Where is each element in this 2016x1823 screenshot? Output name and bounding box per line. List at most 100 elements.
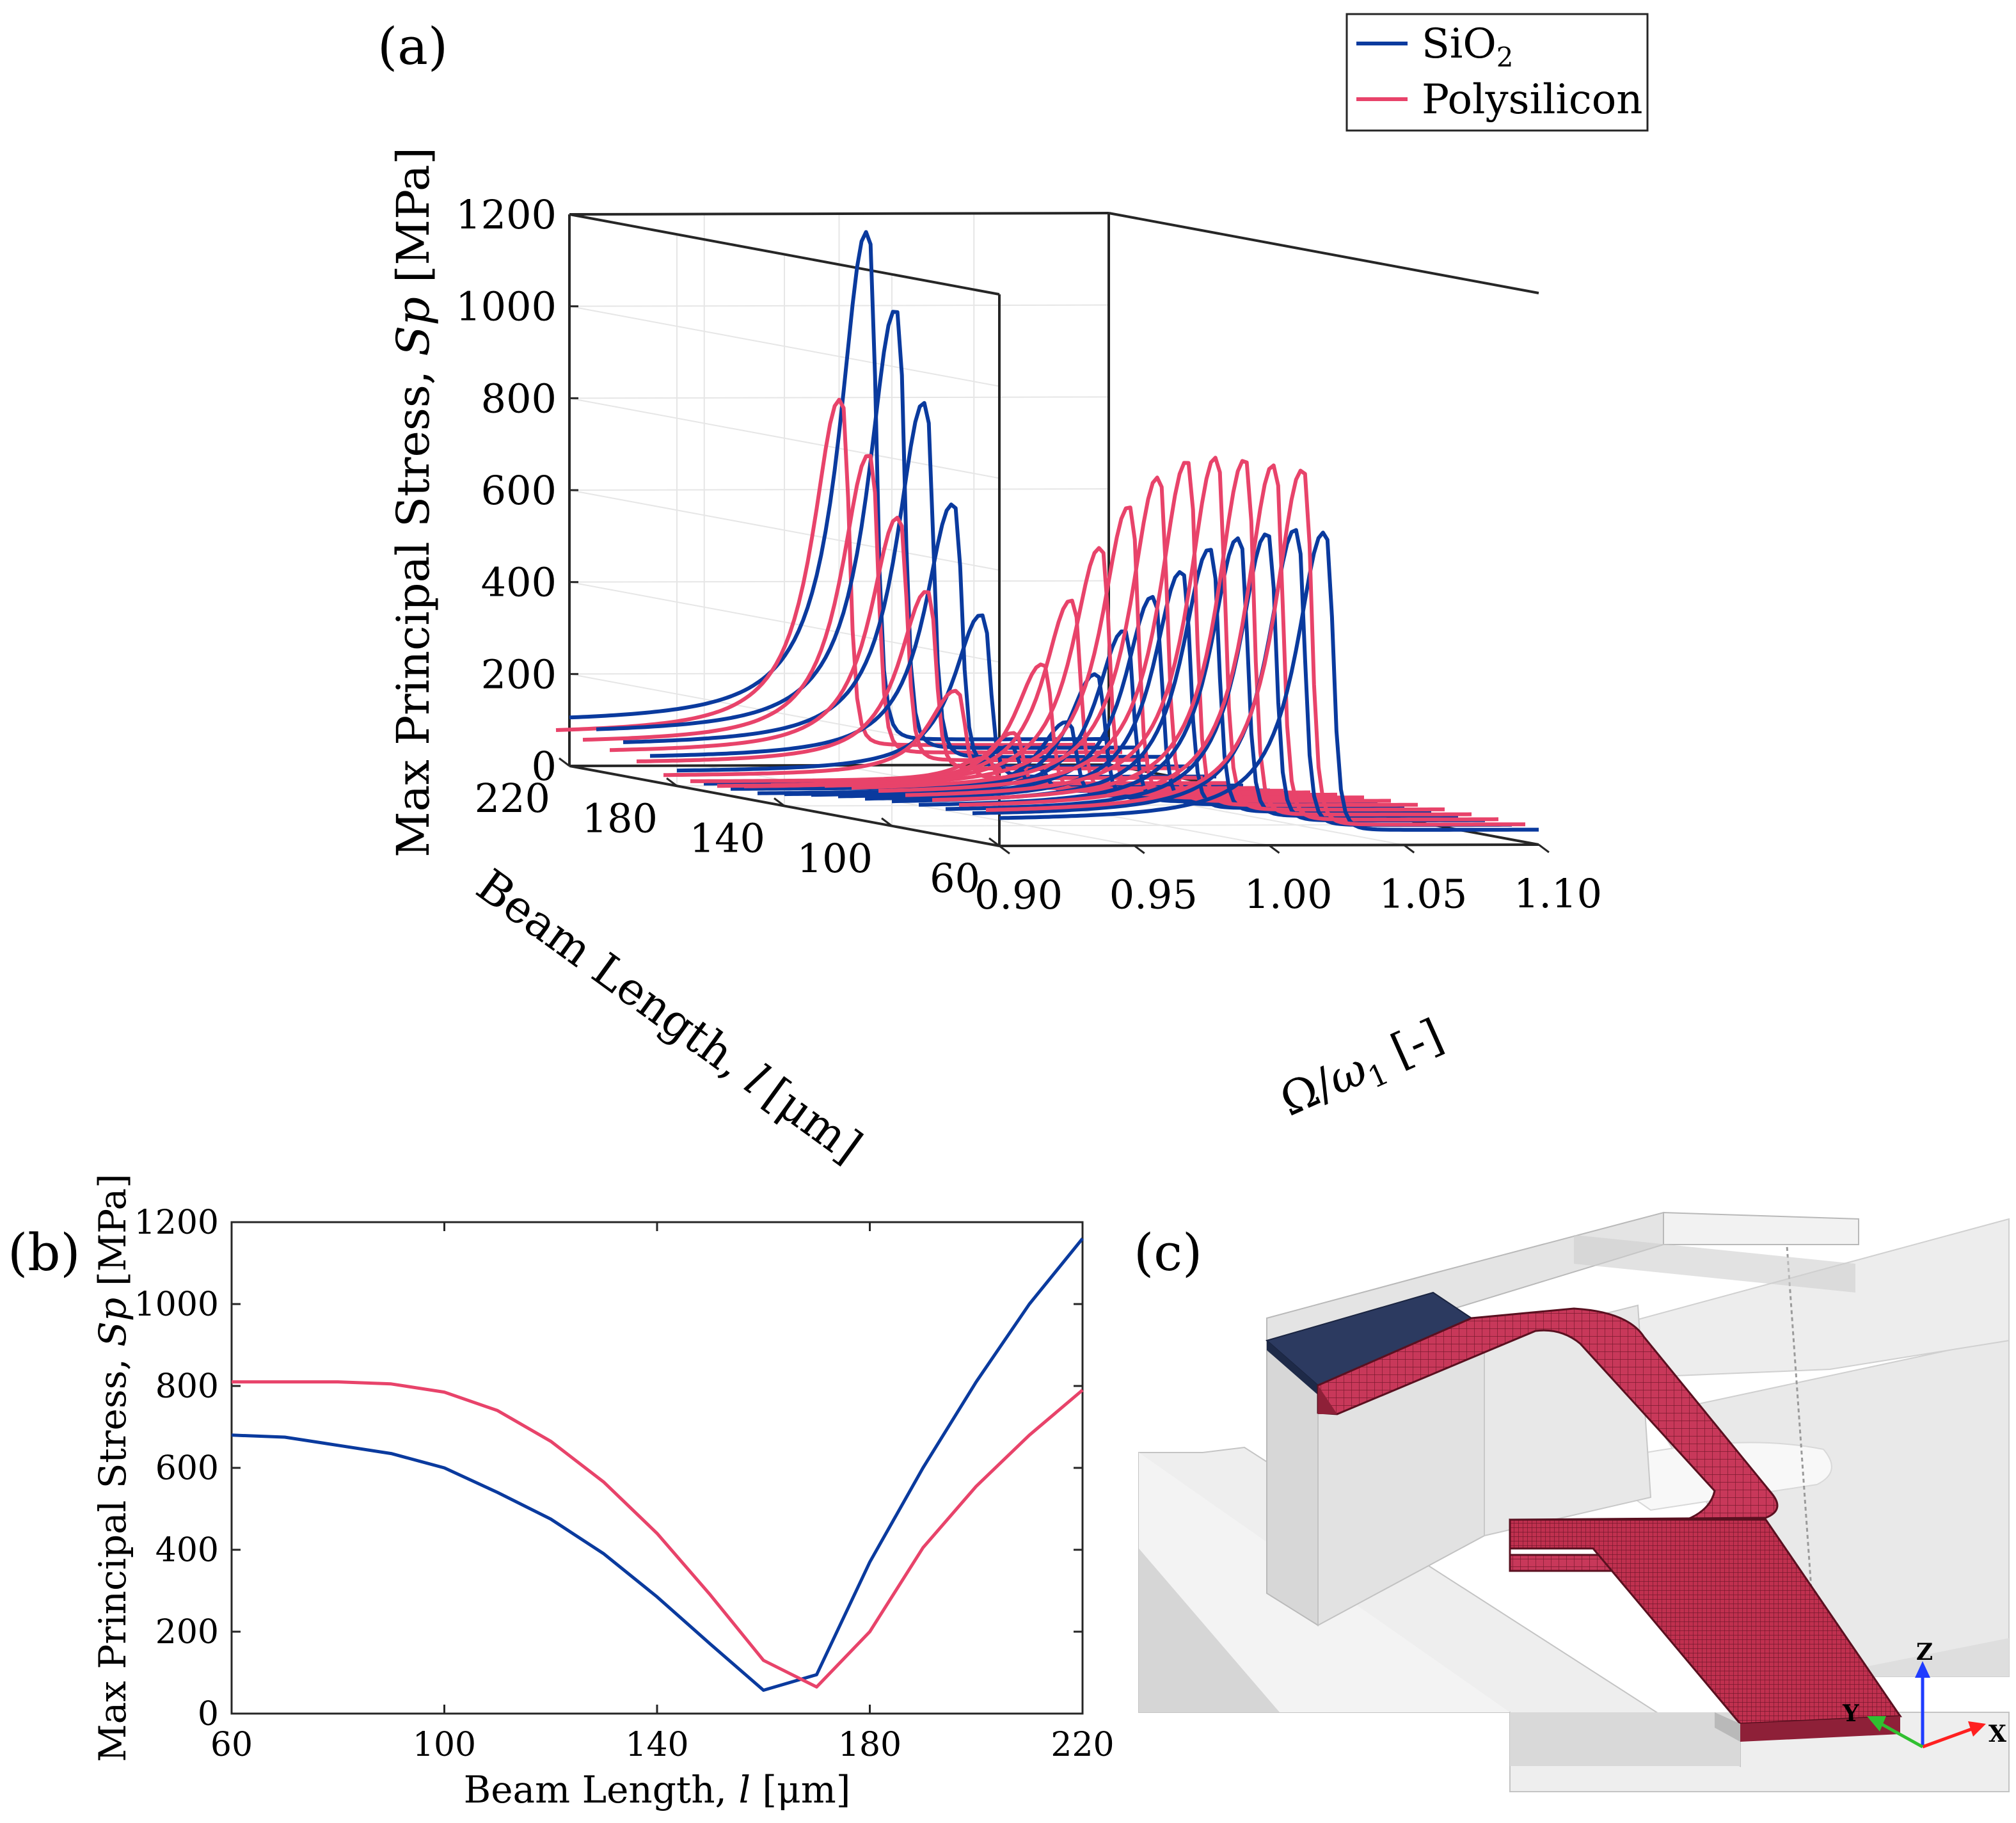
panel-a-ytick	[774, 797, 785, 807]
panel-a-xtick-label: 1.05	[1379, 871, 1467, 918]
panel-a-curve-sio2	[596, 310, 1136, 750]
panel-a-ytick	[881, 817, 893, 827]
triad-x-label: X	[1988, 1721, 2006, 1747]
panel-a-ytick	[988, 837, 1000, 847]
legend: SiO2 Polysilicon	[1345, 13, 1649, 132]
panel-a-curve-polysilicon	[958, 463, 1499, 822]
panel-a-ytick-label: 180	[582, 795, 658, 841]
panel-a-xlabel: Ω/ω1 [-]	[1273, 1008, 1453, 1131]
cap-shadow	[1574, 1235, 1855, 1293]
axis-triad: Z X Y	[1842, 1639, 2006, 1749]
panel-a-ytick-label: 60	[930, 855, 980, 902]
panel-a-ytick-label: 140	[690, 815, 765, 862]
panel-b-ticks: 60 100 140 180 220 0 200 400 600 800 1000 1200	[134, 1204, 1115, 1764]
panel-a-curve-polysilicon	[985, 468, 1525, 827]
panel-a-curve-polysilicon	[582, 454, 1122, 754]
panel-a-ytick-label: 100	[797, 835, 873, 882]
panel-b-ytick-label: 200	[155, 1613, 219, 1652]
cap-layer-right	[1663, 1211, 1859, 1245]
panel-a-curve-polysilicon	[636, 590, 1176, 771]
panel-a-ztick-label: 200	[481, 651, 557, 697]
panel-a-xtick	[1403, 844, 1415, 854]
legend-label-sio2: SiO2	[1422, 20, 1514, 73]
substrate-side	[1139, 1548, 1280, 1712]
panel-b-ytick-label: 400	[155, 1531, 219, 1570]
panel-c: (c)	[1134, 1211, 2010, 1792]
panel-a-gridline	[569, 672, 1109, 675]
panel-a-curve-polysilicon	[878, 461, 1418, 808]
triad-z-label: Z	[1916, 1639, 1933, 1666]
panel-b-xlabel: Beam Length, l [μm]	[464, 1768, 851, 1811]
panel-b-ytick-label: 1000	[134, 1286, 219, 1324]
panel-b-ytick-label: 600	[155, 1449, 219, 1488]
triad-z-arrow	[1915, 1661, 1930, 1678]
triad-x-arrow	[1968, 1721, 1986, 1737]
panel-label-a: (a)	[377, 17, 448, 76]
panel-a-ztick-label: 800	[481, 375, 557, 422]
panel-a-curves	[555, 230, 1539, 832]
panel-a-box-edge	[1108, 212, 1539, 294]
panel-a-gridline	[569, 305, 1000, 387]
fem-model-illustration	[1138, 1211, 2010, 1792]
panel-b-series-polysilicon	[232, 1380, 1084, 1689]
panel-a-curve-polysilicon	[905, 456, 1445, 812]
panel-a-curve-sio2	[999, 530, 1539, 832]
triad-y-label: Y	[1842, 1700, 1860, 1727]
panel-b-ytick-label: 1200	[134, 1204, 219, 1242]
panel-a-ztick-label: 1200	[456, 191, 557, 238]
panel-a-ztick-label: 600	[481, 467, 557, 514]
panel-a-ztick-label: 400	[481, 559, 557, 606]
panel-a-gridline	[569, 581, 1000, 663]
anchor-pillar-left	[1266, 1349, 1319, 1627]
panel-a-xtick-label: 0.90	[974, 872, 1063, 918]
panel-b-xtick-label: 100	[413, 1726, 476, 1764]
panel-a-xtick-label: 0.95	[1109, 872, 1198, 918]
panel-a-curve-polysilicon	[555, 397, 1095, 747]
triad-y-arrow	[1867, 1716, 1886, 1731]
panel-a-curve-polysilicon	[690, 756, 1230, 786]
panel-b-ytick-label: 0	[198, 1695, 219, 1733]
panel-a-zlabel: Max Principal Stress, Sp[MPa]	[387, 147, 440, 857]
panel-label-b: (b)	[8, 1223, 81, 1282]
panel-b-xtick-label: 220	[1051, 1726, 1114, 1764]
panel-b: (b) 60 100 140 180 220020040060080010001200 …	[8, 1174, 1115, 1811]
panel-a-ytick	[666, 777, 678, 787]
trench-wall	[1510, 1712, 1740, 1766]
panel-a-ticks: 0 200 400 600 800 1000 1200 60 100 140 180 220 0.90 0…	[456, 191, 1602, 918]
panel-a-curve-polysilicon	[851, 475, 1391, 803]
panel-b-ytick-label: 800	[155, 1367, 219, 1406]
panel-a-xtick-label: 1.10	[1514, 870, 1602, 917]
panel-b-xtick-label: 140	[625, 1726, 688, 1764]
panel-a-xtick	[999, 845, 1010, 855]
panel-b-curves	[231, 1238, 1084, 1692]
panel-a-xtick	[1133, 845, 1145, 854]
meshed-plate-edge	[1740, 1716, 1900, 1742]
panel-a-box-edge	[569, 212, 1109, 216]
legend-label-polysilicon: Polysilicon	[1422, 76, 1642, 123]
panel-label-c: (c)	[1134, 1223, 1202, 1282]
panel-a-xtick	[1268, 844, 1280, 854]
panel-a-xtick	[1538, 843, 1550, 854]
panel-a-gridline	[569, 488, 1109, 491]
panel-a-box-edge	[569, 213, 1000, 296]
meshed-beam-edge	[1318, 1385, 1337, 1414]
panel-a-curve-polysilicon	[932, 459, 1472, 816]
panel-b-series-sio2	[231, 1238, 1084, 1692]
panel-a-gridline	[569, 490, 1000, 571]
panel-a-ztick-label: 1000	[456, 283, 557, 330]
panel-b-plot-area	[230, 1221, 1084, 1715]
panel-b-xtick-label: 180	[838, 1726, 901, 1764]
panel-a-curve-polysilicon	[824, 506, 1364, 800]
panel-a-curve-sio2	[623, 401, 1163, 760]
panel-a-gridline	[569, 396, 1109, 399]
panel-a-ytick-label: 220	[475, 775, 550, 822]
oxide-anchor-side	[1267, 1341, 1318, 1395]
panel-a-xtick-label: 1.00	[1244, 871, 1332, 918]
triad-x-axis	[1922, 1727, 1972, 1749]
panel-b-xtick-label: 60	[210, 1726, 253, 1764]
panel-b-ylabel: Max Principal Stress, Sp[MPa]	[91, 1174, 134, 1762]
legend-box	[1345, 13, 1649, 132]
panel-a-ytick	[559, 757, 570, 767]
trench-step	[1715, 1712, 1740, 1742]
